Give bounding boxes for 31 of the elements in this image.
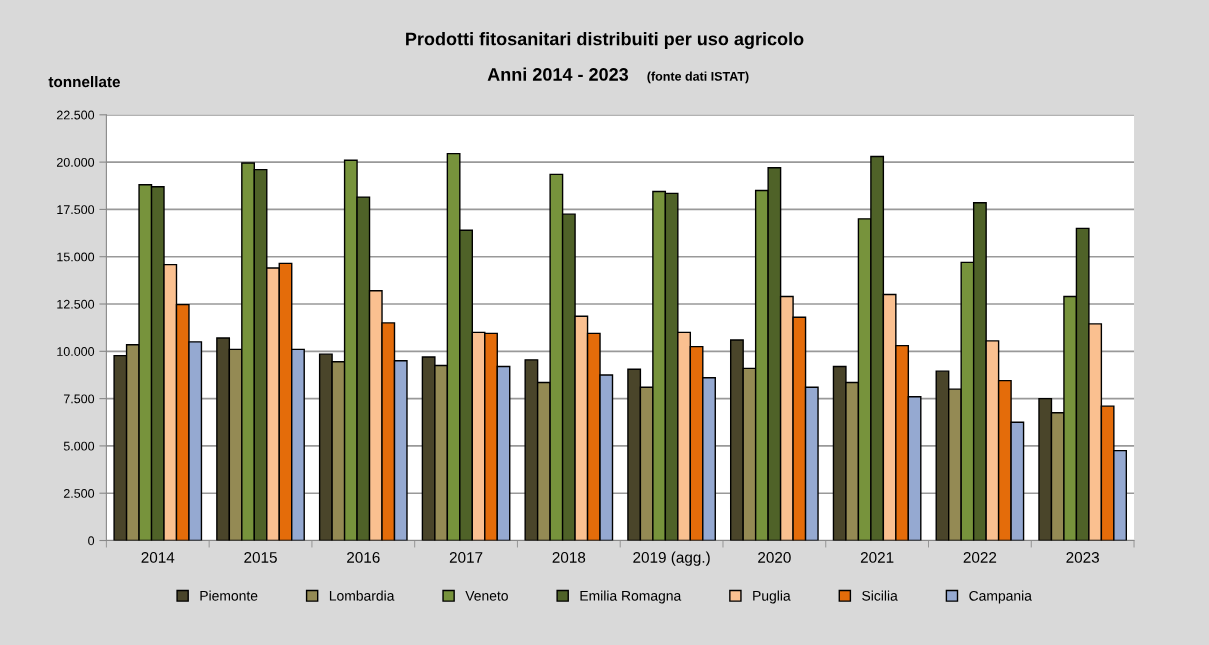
y-tick-label: 10.000 [57,347,95,356]
y-tick-label: 7.500 [63,394,95,404]
legend-label: Veneto [465,591,508,601]
x-tick-label: 2014 [141,552,175,563]
x-tick-label: 2016 [347,552,380,563]
y-axis-title: tonnellate [48,76,120,88]
x-tick-label: 2018 [552,552,586,563]
legend-label: Puglia [753,590,791,604]
x-tick-label: 2023 [1066,552,1099,563]
y-tick-label: 15.000 [57,252,95,262]
y-tick-label: 17.500 [57,205,95,215]
y-tick-label: 0 [88,536,95,546]
y-tick-label: 2.500 [63,489,95,498]
text: (fonte dati ISTAT) [647,71,749,84]
x-tick-label: 2022 [963,552,997,563]
legend-label: Emilia Romagna [580,590,682,604]
legend-label: Lombardia [329,590,395,601]
x-tick-label: 2020 [758,552,791,563]
legend-label: Sicilia [862,590,898,601]
chart-title: Prodotti fitosanitari distribuiti per uso agricolo [406,32,804,49]
y-tick-label: 5.000 [63,441,95,451]
y-tick-label: 22.500 [56,110,95,120]
legend-label: Campania [969,590,1032,604]
x-tick-label: 2019 (agg.) [633,551,710,566]
x-tick-label: 2017 [449,552,483,563]
legend-label: Piemonte [200,590,258,601]
chart-subtitle: Anni 2014 - 2023 [487,67,629,81]
y-tick-label: 12.500 [57,299,95,309]
x-tick-label: 2015 [244,552,277,563]
y-tick-label: 20.000 [56,157,95,167]
x-tick-label: 2021 [860,552,894,563]
